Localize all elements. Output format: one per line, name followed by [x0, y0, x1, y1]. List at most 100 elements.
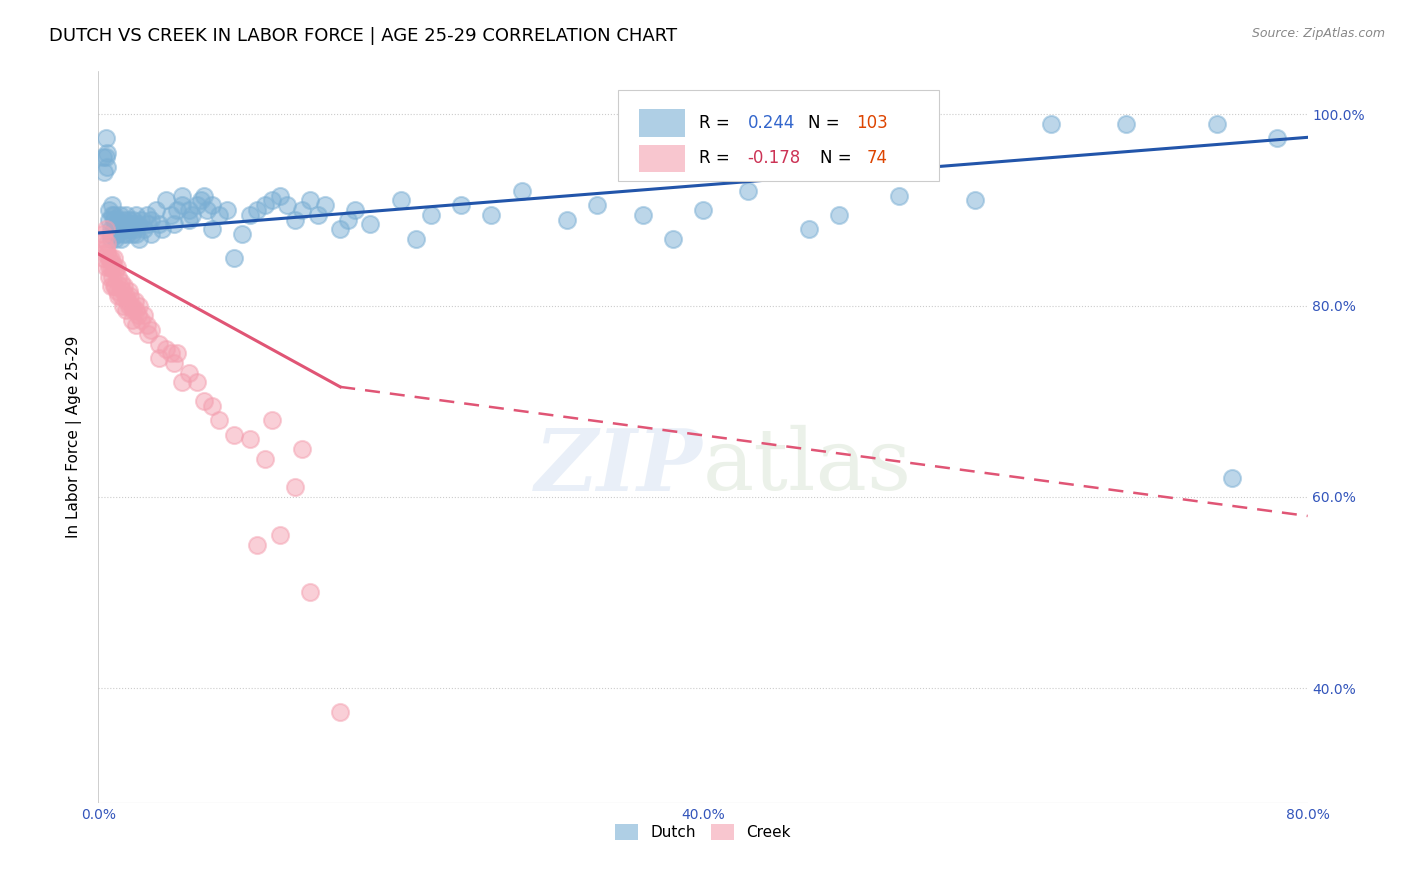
Point: [114, 208, 136, 222]
Point: [141, 212, 163, 227]
Point: [114, 303, 136, 318]
Point: [111, 285, 134, 299]
Point: [94, 260, 117, 275]
Point: [889, 188, 911, 202]
Point: [692, 202, 714, 217]
Text: 74: 74: [866, 149, 887, 168]
Point: [103, 260, 125, 275]
Point: [128, 299, 150, 313]
Point: [125, 318, 148, 332]
Point: [307, 208, 329, 222]
Point: [103, 208, 125, 222]
Point: [103, 279, 125, 293]
Text: N =: N =: [808, 114, 845, 132]
Point: [94, 241, 117, 255]
Point: [170, 198, 193, 212]
Text: R =: R =: [699, 149, 735, 168]
Point: [105, 227, 128, 241]
Point: [127, 308, 149, 322]
Point: [195, 202, 218, 217]
Point: [118, 218, 141, 232]
Point: [94, 222, 117, 236]
Point: [127, 218, 149, 232]
Point: [96, 236, 118, 251]
Point: [112, 279, 135, 293]
Y-axis label: In Labor Force | Age 25-29: In Labor Force | Age 25-29: [66, 336, 83, 538]
Point: [118, 212, 141, 227]
Point: [104, 222, 127, 236]
Point: [179, 202, 201, 217]
Point: [141, 227, 163, 241]
Point: [291, 202, 314, 217]
Point: [94, 150, 117, 164]
Point: [1220, 471, 1243, 485]
Point: [110, 275, 132, 289]
Text: DUTCH VS CREEK IN LABOR FORCE | AGE 25-29 CORRELATION CHART: DUTCH VS CREEK IN LABOR FORCE | AGE 25-2…: [49, 27, 678, 45]
Point: [828, 208, 851, 222]
Point: [122, 212, 145, 227]
Point: [120, 289, 142, 303]
Point: [181, 208, 204, 222]
Point: [284, 480, 307, 494]
Point: [170, 188, 193, 202]
Point: [101, 255, 124, 269]
Point: [132, 222, 155, 236]
Point: [93, 246, 115, 260]
Legend: Dutch, Creek: Dutch, Creek: [609, 818, 797, 847]
Point: [136, 327, 159, 342]
Point: [121, 218, 143, 232]
Point: [1115, 117, 1137, 131]
Point: [108, 279, 131, 293]
Point: [105, 260, 128, 275]
Point: [208, 413, 231, 427]
Point: [125, 227, 148, 241]
Point: [1206, 117, 1229, 131]
Point: [115, 293, 138, 308]
Point: [118, 299, 141, 313]
Point: [98, 269, 121, 284]
Point: [141, 322, 163, 336]
Point: [115, 227, 138, 241]
Point: [98, 212, 121, 227]
Point: [166, 346, 188, 360]
Text: 103: 103: [856, 114, 889, 132]
Point: [98, 251, 121, 265]
Point: [170, 375, 193, 389]
Point: [96, 160, 118, 174]
Point: [276, 198, 298, 212]
Point: [111, 299, 134, 313]
Point: [107, 269, 129, 284]
Point: [110, 289, 132, 303]
Point: [104, 232, 127, 246]
Point: [1039, 117, 1062, 131]
Point: [163, 356, 186, 370]
Point: [291, 442, 314, 456]
Point: [100, 232, 122, 246]
Point: [107, 212, 129, 227]
Point: [179, 212, 201, 227]
Point: [100, 251, 122, 265]
Point: [103, 251, 125, 265]
Point: [122, 303, 145, 318]
Text: -0.178: -0.178: [748, 149, 801, 168]
Point: [98, 260, 121, 275]
Point: [201, 198, 224, 212]
Point: [166, 202, 188, 217]
Point: [105, 218, 128, 232]
Point: [586, 198, 609, 212]
Point: [101, 198, 124, 212]
Point: [108, 218, 131, 232]
Point: [299, 194, 322, 208]
Point: [93, 165, 115, 179]
Point: [103, 212, 125, 227]
Point: [128, 232, 150, 246]
Point: [148, 218, 170, 232]
Point: [160, 208, 183, 222]
Point: [179, 366, 201, 380]
Point: [100, 227, 122, 241]
Point: [246, 538, 269, 552]
Point: [132, 308, 155, 322]
Text: atlas: atlas: [703, 425, 912, 508]
Point: [224, 251, 246, 265]
Point: [121, 299, 143, 313]
